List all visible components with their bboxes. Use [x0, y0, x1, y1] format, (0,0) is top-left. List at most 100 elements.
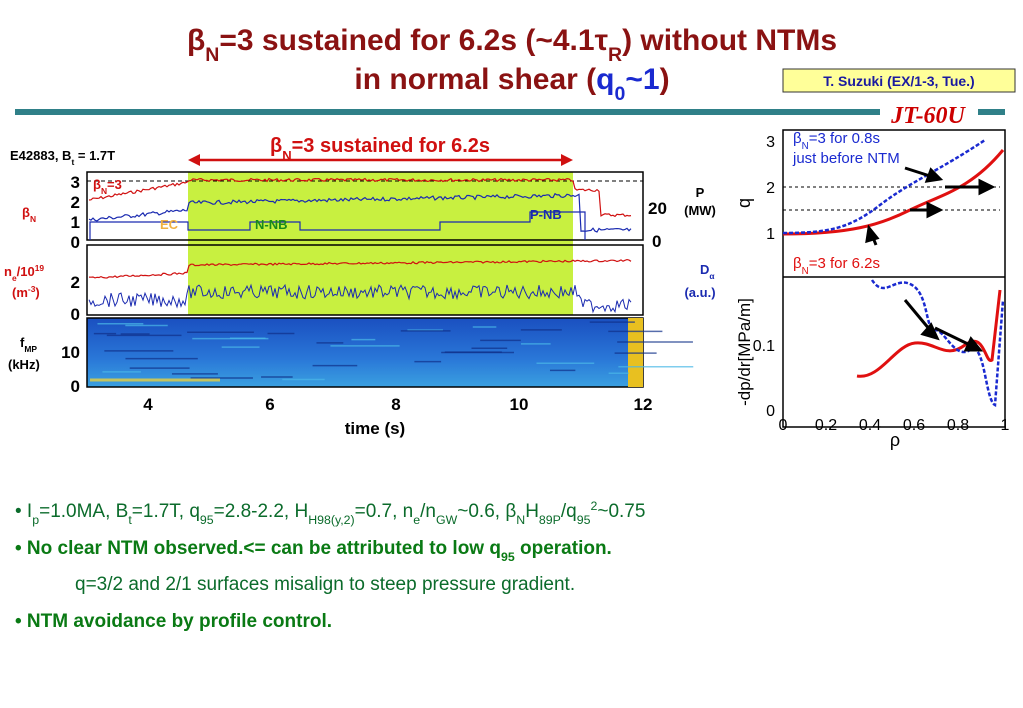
text-part: β: [22, 205, 30, 220]
text-part: ): [660, 63, 670, 96]
y-tick: 0.1: [753, 338, 775, 355]
trace: [88, 177, 632, 218]
text-part: E42883, B: [10, 148, 71, 163]
text-part: p: [32, 513, 39, 527]
annotation-blue: βN=3 for 0.8s: [793, 130, 880, 152]
ec-label: EC: [160, 217, 179, 232]
title-line-1: βN=3 sustained for 6.2s (~4.1τR) without…: [187, 24, 837, 66]
text-part: q: [596, 63, 614, 96]
q-curve-red: [782, 149, 1005, 236]
text-part: No clear NTM observed.<= can be attribut…: [22, 538, 501, 559]
arrows: [865, 166, 996, 352]
text-part: •: [15, 538, 22, 559]
y-tick: 3: [71, 173, 80, 192]
text-part: 95: [501, 550, 515, 564]
text-part: β: [270, 135, 282, 157]
text-part: /n: [420, 501, 436, 522]
rho-label: ρ: [890, 430, 900, 450]
text-part: R: [608, 44, 622, 66]
text-part: β: [93, 177, 101, 192]
x-tick: 0.8: [947, 417, 969, 434]
text-part: =0.7, n: [355, 501, 414, 522]
y-tick: 2: [71, 273, 80, 292]
text-part: N: [282, 148, 291, 163]
text-part: N: [516, 513, 525, 527]
text-part: ~1: [625, 63, 659, 96]
trace: [88, 258, 632, 279]
x-tick: 12: [634, 395, 653, 414]
banner: βN=3 sustained for 6.2s: [270, 135, 490, 163]
text-part: e: [413, 513, 420, 527]
time-trace-figure: [86, 154, 644, 388]
text-part: 19: [35, 263, 45, 273]
text-part: ~0.6,: [457, 501, 505, 522]
p-label: P: [696, 185, 705, 200]
text-part: β: [187, 24, 205, 57]
text-part: =3 sustained for 6.2s: [292, 135, 490, 157]
dp-curve-red: [856, 289, 1002, 378]
y-tick: 10: [61, 343, 80, 362]
text-part: (m: [12, 285, 28, 300]
profile-figure: [782, 129, 1006, 428]
text-part: α: [709, 271, 715, 281]
da-label: Dα: [700, 262, 715, 281]
x-tick: 1: [1001, 417, 1010, 434]
trace: [88, 283, 632, 314]
text-part: 0: [614, 83, 625, 105]
panel1-ylabel: βN: [22, 205, 36, 224]
text-part: β: [793, 130, 802, 147]
panel2-ylabel: ne/1019: [4, 263, 44, 283]
text-part: =2.8-2.2, H: [214, 501, 309, 522]
panel2-unit: (m-3): [12, 284, 40, 300]
bullet: • No clear NTM observed.<= can be attrib…: [15, 538, 612, 564]
dp-curve-blue: [870, 279, 1005, 407]
y-tick: 0: [71, 305, 80, 324]
y-tick: 3: [766, 134, 775, 151]
right-tick: 0: [652, 232, 661, 251]
text-part: ) without NTMs: [622, 24, 837, 57]
text-part: in normal shear (: [354, 63, 596, 96]
text-part: -3: [28, 284, 36, 294]
text-part: =1.7T, q: [132, 501, 200, 522]
panel3-ylabel: fMP: [20, 335, 37, 354]
text-part: GW: [436, 513, 458, 527]
trace: [88, 192, 632, 233]
text-part: MP: [24, 344, 37, 354]
q-curve-blue: [782, 138, 986, 235]
x-tick: 0.2: [815, 417, 837, 434]
x-label: time (s): [345, 419, 405, 438]
text-part: =1.0MA, B: [39, 501, 128, 522]
text-part: τ: [595, 24, 608, 57]
spectrogram: [86, 317, 644, 388]
text-part: t: [71, 157, 74, 167]
text-part: operation.: [515, 538, 612, 559]
badge-box: [782, 68, 1016, 93]
text-part: 89P: [539, 513, 561, 527]
frame: [782, 129, 1006, 428]
shot-label: E42883, Bt = 1.7T: [10, 148, 115, 167]
text-part: N: [30, 214, 36, 224]
text-part: e: [12, 273, 17, 283]
x-tick: 10: [510, 395, 529, 414]
panel3-unit: (kHz): [8, 357, 40, 372]
annotation-red: βN=3 for 6.2s: [793, 255, 880, 277]
rule: [15, 109, 880, 115]
text-part: N: [802, 141, 809, 152]
dp-label: -dp/dr[MPa/m]: [735, 298, 754, 406]
y-tick: 0: [71, 377, 80, 396]
rule: [978, 109, 1005, 115]
right-tick: 20: [648, 199, 667, 218]
text-part: f: [20, 335, 25, 350]
text-part: =3 sustained for 6.2s (~4.1: [219, 24, 594, 57]
text-part: NTM avoidance by profile control.: [22, 611, 332, 632]
badge: T. Suzuki (EX/1-3, Tue.): [823, 73, 974, 89]
y-tick: 0: [766, 403, 775, 420]
panel1-inner-label: βN=3: [93, 177, 122, 196]
x-tick: 8: [391, 395, 400, 414]
text-part: /q: [561, 501, 577, 522]
text-part: H98(y,2): [308, 513, 354, 527]
text-part: •: [15, 501, 22, 522]
text-part: 2: [590, 499, 597, 513]
text-part: D: [700, 262, 709, 277]
